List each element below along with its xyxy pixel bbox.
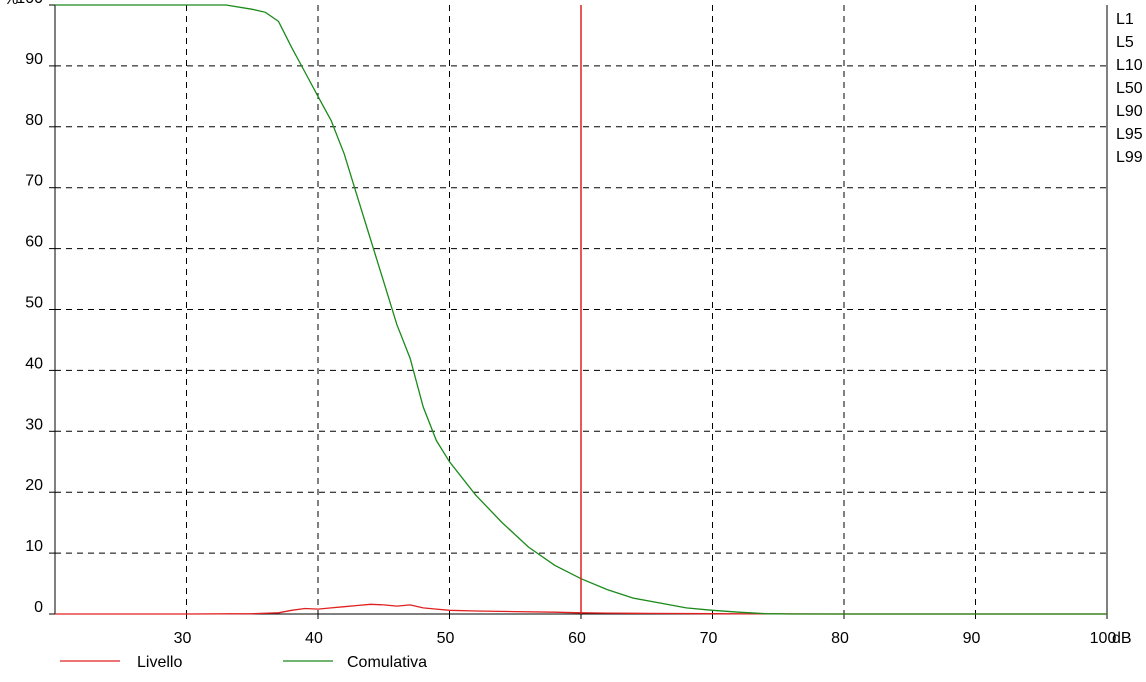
side-labels: L1 L5 L10 L50 L90 L95 L99 [1116, 11, 1143, 166]
y-tick-label: 70 [25, 173, 43, 190]
x-tick-label: 70 [700, 630, 718, 647]
x-tick-label: 30 [174, 630, 192, 647]
x-tick-label: 80 [831, 630, 849, 647]
y-tick-label: 80 [25, 112, 43, 129]
side-label: L1 [1116, 11, 1134, 28]
labels-layer: 010203040506070809010030405060708090100d… [4, 0, 1132, 647]
y-tick-label: 90 [25, 51, 43, 68]
x-tick-label: 60 [568, 630, 586, 647]
side-label: L50 [1116, 80, 1143, 97]
series-line-comulativa [55, 4, 1107, 615]
y-unit-fragment: % [4, 0, 18, 8]
x-tick-label: 100 [1090, 630, 1117, 647]
y-tick-label: 0 [34, 599, 43, 616]
axes-layer [49, 4, 1108, 619]
y-tick-label: 100 [16, 0, 43, 7]
side-label: L95 [1116, 126, 1143, 143]
side-label: L99 [1116, 149, 1143, 166]
y-tick-label: 60 [25, 234, 43, 251]
series-line-livello [55, 603, 1107, 615]
y-tick-label: 10 [25, 538, 43, 555]
legend-label-livello: Livello [137, 654, 182, 671]
series-layer [55, 4, 1107, 615]
x-tick-label: 90 [963, 630, 981, 647]
legend: Livello Comulativa [60, 654, 427, 671]
x-tick-label: 50 [437, 630, 455, 647]
side-label: L10 [1116, 57, 1143, 74]
legend-label-comulativa: Comulativa [347, 654, 427, 671]
side-label: L5 [1116, 34, 1134, 51]
y-tick-label: 20 [25, 477, 43, 494]
y-tick-label: 30 [25, 416, 43, 433]
y-tick-label: 50 [25, 295, 43, 312]
x-unit-label: dB [1112, 630, 1132, 647]
x-tick-label: 40 [305, 630, 323, 647]
side-label: L90 [1116, 103, 1143, 120]
y-tick-label: 40 [25, 355, 43, 372]
